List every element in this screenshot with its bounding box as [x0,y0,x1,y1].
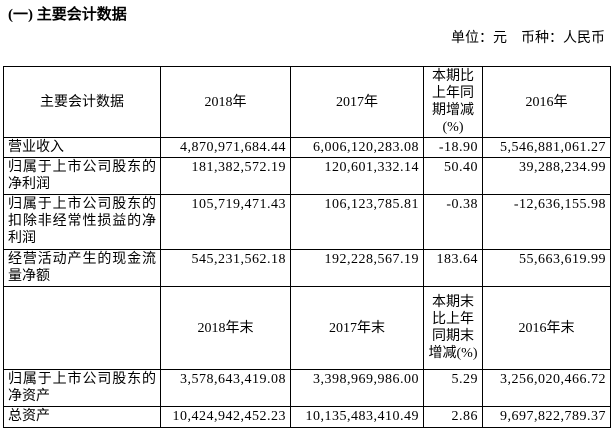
value-2016: -12,636,155.98 [482,194,611,250]
header-year-2017: 2017年 [290,66,424,138]
row-label: 总资产 [3,406,161,428]
period-end-header-row: 2018年末 2017年末 本期末比上年同期末增减(%) 2016年末 [3,286,611,370]
value-2016-end: 9,697,822,789.37 [482,406,611,428]
key-accounting-data-table: 主要会计数据 2018年 2017年 本期比上年同期增减(%) 2016年 营业… [3,66,611,428]
value-2017: 6,006,120,283.08 [290,137,424,158]
value-2018-end: 10,424,942,452.23 [160,406,291,428]
row-label: 归属于上市公司股东的净利润 [3,157,161,195]
header-end-2016: 2016年末 [482,286,611,370]
row-label: 归属于上市公司股东的扣除非经常性损益的净利润 [3,194,161,250]
row-operating-revenue: 营业收入 4,870,971,684.44 6,006,120,283.08 -… [3,137,611,158]
row-label: 经营活动产生的现金流量净额 [3,249,161,287]
value-end-yoy-change: 5.29 [423,369,483,407]
value-2016: 55,663,619.99 [482,249,611,287]
currency-unit-note: 单位：元 币种：人民币 [451,31,605,46]
value-2018: 4,870,971,684.44 [160,137,291,158]
value-yoy-change: -18.90 [423,137,483,158]
value-2017: 192,228,567.19 [290,249,424,287]
value-2018-end: 3,578,643,419.08 [160,369,291,407]
row-label: 归属于上市公司股东的净资产 [3,369,161,407]
value-2016: 5,546,881,061.27 [482,137,611,158]
header-yoy-change-pct: 本期比上年同期增减(%) [423,66,483,138]
header-year-2016: 2016年 [482,66,611,138]
value-yoy-change: -0.38 [423,194,483,250]
period-header-row: 主要会计数据 2018年 2017年 本期比上年同期增减(%) 2016年 [3,66,611,138]
row-label: 营业收入 [3,137,161,158]
row-net-assets-attributable: 归属于上市公司股东的净资产 3,578,643,419.08 3,398,969… [3,369,611,407]
value-2017-end: 10,135,483,410.49 [290,406,424,428]
header-end-2017: 2017年末 [290,286,424,370]
value-2018: 105,719,471.43 [160,194,291,250]
value-2017: 106,123,785.81 [290,194,424,250]
header-main-accounting-data: 主要会计数据 [3,66,161,138]
value-2016: 39,288,234.99 [482,157,611,195]
value-2018: 545,231,562.18 [160,249,291,287]
value-yoy-change: 50.40 [423,157,483,195]
value-2018: 181,382,572.19 [160,157,291,195]
header-end-2018: 2018年末 [160,286,291,370]
value-yoy-change: 183.64 [423,249,483,287]
header-end-yoy-change-pct: 本期末比上年同期末增减(%) [423,286,483,370]
header-empty [3,286,161,370]
row-operating-cash-flow: 经营活动产生的现金流量净额 545,231,562.18 192,228,567… [3,249,611,287]
annual-report-accounting-section: (一) 主要会计数据 单位：元 币种：人民币 主要会计数据 2018年 2017… [0,6,613,441]
row-total-assets: 总资产 10,424,942,452.23 10,135,483,410.49 … [3,406,611,428]
header-year-2018: 2018年 [160,66,291,138]
value-end-yoy-change: 2.86 [423,406,483,428]
value-2017-end: 3,398,969,986.00 [290,369,424,407]
value-2017: 120,601,332.14 [290,157,424,195]
row-net-profit-attributable: 归属于上市公司股东的净利润 181,382,572.19 120,601,332… [3,157,611,195]
value-2016-end: 3,256,020,466.72 [482,369,611,407]
section-title: (一) 主要会计数据 [8,7,127,23]
row-net-profit-excl-nonrecurring: 归属于上市公司股东的扣除非经常性损益的净利润 105,719,471.43 10… [3,194,611,250]
